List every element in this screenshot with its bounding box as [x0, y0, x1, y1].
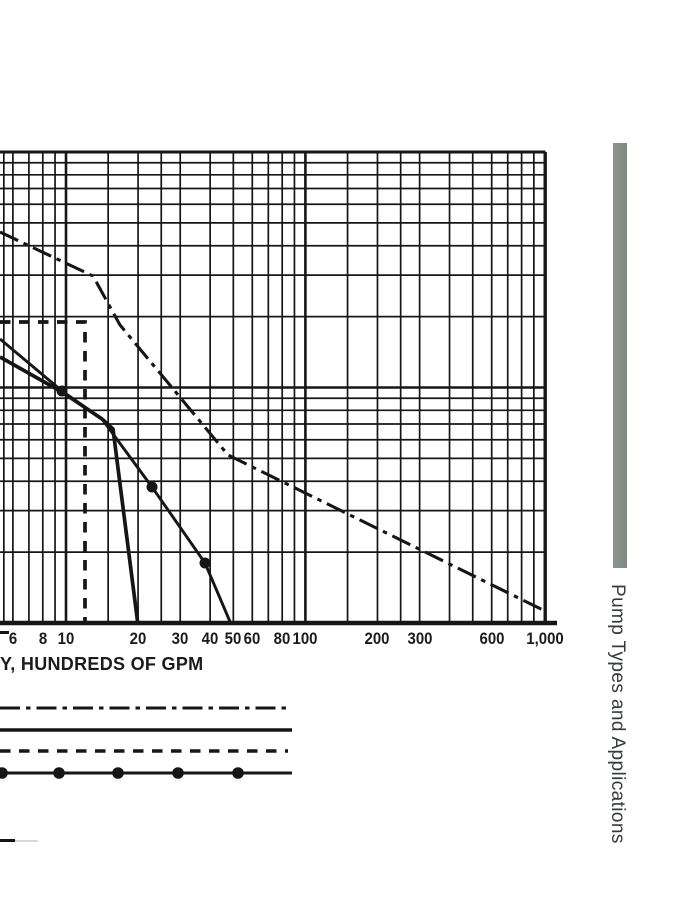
- x-axis-title: Y, HUNDREDS OF GPM: [0, 654, 204, 674]
- data-point-marker: [232, 767, 244, 779]
- data-point-marker: [146, 481, 158, 493]
- data-point-marker: [0, 767, 8, 779]
- data-point-marker: [56, 385, 68, 397]
- legend-samples: [0, 706, 292, 779]
- cropped-tick-label-remnant: [0, 631, 9, 634]
- series-marker-curve: [0, 337, 233, 625]
- series-dash-dot-curve: [0, 230, 546, 613]
- chapter-tab-bar: [613, 143, 627, 568]
- chapter-title-vertical: Pump Types and Applications: [607, 584, 628, 844]
- data-point-marker: [172, 767, 184, 779]
- chart-borders: [0, 150, 557, 626]
- cropped-page-mark: [0, 839, 15, 842]
- cropped-page-mark-tail: [15, 840, 38, 842]
- series-dashed-boundary: [0, 320, 87, 621]
- data-point-marker: [53, 767, 65, 779]
- series-lines: [0, 230, 546, 626]
- grid: [0, 152, 547, 623]
- data-point-marker: [199, 557, 211, 569]
- data-point-marker: [112, 767, 124, 779]
